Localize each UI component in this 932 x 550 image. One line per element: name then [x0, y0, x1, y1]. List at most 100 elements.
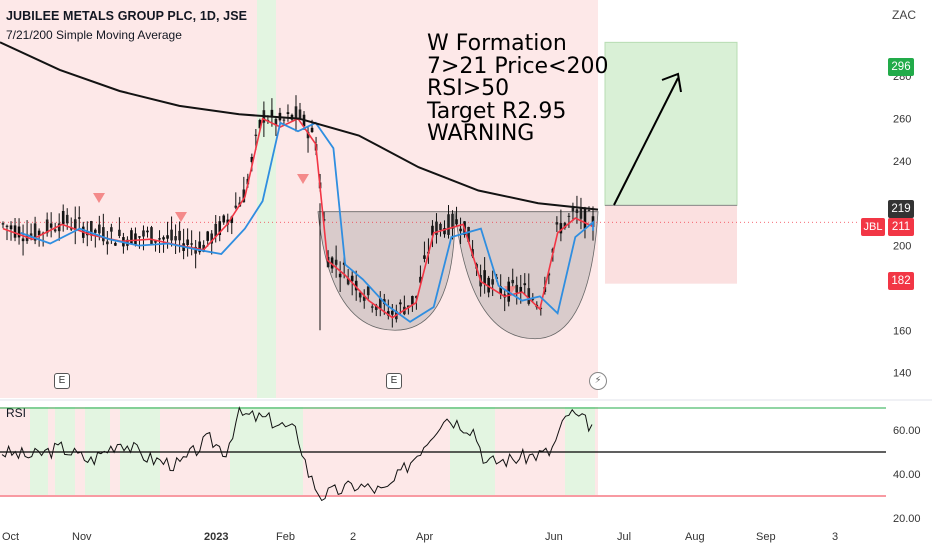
candle — [310, 127, 314, 133]
ma200-price-badge: 219 — [888, 200, 914, 218]
pattern-shapes — [0, 41, 860, 340]
candle — [49, 223, 53, 228]
symbol-tag: JBL — [861, 218, 885, 236]
time-tick-label: Nov — [72, 531, 92, 543]
indicator-legend[interactable]: 7/21/200 Simple Moving Average — [6, 28, 182, 42]
sell-signal-icon — [93, 193, 105, 203]
flash-icon[interactable]: ⚡ — [589, 372, 607, 390]
currency-label: ZAC — [892, 8, 916, 22]
candle — [579, 208, 583, 219]
candle — [222, 215, 226, 223]
bg-band — [230, 407, 303, 495]
bg-band — [30, 407, 48, 495]
candle — [53, 229, 57, 232]
chart-background — [0, 0, 598, 495]
candle — [73, 219, 77, 230]
candle — [154, 240, 157, 243]
candle — [17, 226, 21, 238]
candle — [487, 277, 490, 293]
candle — [443, 228, 446, 235]
candle — [33, 223, 37, 241]
candle — [250, 157, 254, 163]
candle — [166, 235, 169, 239]
earnings-event-icon[interactable]: E — [54, 373, 70, 389]
candle — [13, 225, 17, 238]
candle — [69, 228, 73, 230]
candle — [491, 279, 494, 285]
candle — [559, 223, 563, 234]
candle — [206, 231, 209, 241]
candle — [362, 296, 366, 301]
candle — [230, 216, 234, 224]
annotation-line: W Formation — [427, 31, 567, 56]
price-tick-label: 160 — [893, 325, 911, 337]
candle — [5, 225, 9, 228]
candle — [338, 273, 342, 278]
annotation-line: RSI>50 — [427, 76, 510, 101]
candle — [411, 296, 414, 305]
moving-averages — [0, 41, 599, 323]
candle — [45, 219, 49, 234]
candle — [186, 239, 189, 246]
candle — [523, 283, 527, 286]
earnings-event-icon[interactable]: E — [386, 373, 402, 389]
candle — [354, 280, 358, 291]
candle — [114, 242, 117, 246]
time-tick-label: Sep — [756, 531, 776, 543]
time-tick-label: Aug — [685, 531, 705, 543]
candle — [118, 229, 121, 236]
candle — [61, 210, 65, 225]
candle — [326, 256, 330, 268]
candle — [21, 238, 25, 242]
sma200-line — [0, 41, 599, 211]
candle — [174, 236, 177, 241]
target-arrow-head — [661, 72, 682, 93]
candle — [423, 255, 426, 259]
candle — [218, 221, 222, 236]
candle — [274, 118, 278, 126]
candle — [431, 225, 434, 236]
candle — [531, 298, 535, 300]
cup-shape — [317, 211, 456, 331]
candle — [134, 233, 137, 245]
candle — [330, 257, 334, 269]
candle — [391, 310, 394, 315]
candle — [102, 227, 105, 242]
candle — [378, 297, 382, 309]
candle — [214, 223, 218, 237]
target-price-badge: 296 — [888, 58, 914, 76]
candle — [298, 109, 302, 119]
chart-title: JUBILEE METALS GROUP PLC, 1D, JSE — [6, 9, 248, 23]
candle — [57, 223, 61, 232]
time-tick-label: Jun — [545, 531, 563, 543]
sell-signal-icon — [175, 212, 187, 223]
price-tick-label: 240 — [893, 156, 911, 168]
annotation-line: 7>21 Price<200 — [427, 53, 609, 79]
candle — [142, 230, 145, 237]
candle — [567, 215, 571, 217]
candle — [334, 259, 338, 265]
candle — [555, 222, 559, 225]
sma21-line — [20, 121, 594, 323]
candle — [210, 233, 214, 244]
candle — [519, 286, 523, 293]
annotation-text[interactable]: W Formation 7>21 Price<200 RSI>50 Target… — [427, 31, 609, 146]
candle — [162, 237, 165, 240]
rsi-label: RSI — [6, 406, 27, 420]
candle — [190, 243, 193, 245]
time-tick-label: 2023 — [204, 531, 228, 543]
candle — [138, 236, 141, 238]
candle — [415, 295, 418, 299]
bg-band — [55, 407, 75, 495]
candle — [198, 241, 201, 253]
candle — [342, 262, 346, 265]
candle — [455, 219, 458, 225]
candle — [1, 223, 5, 225]
candle — [98, 224, 101, 234]
candle — [106, 241, 109, 245]
candle — [451, 213, 454, 229]
candle — [515, 284, 519, 293]
candle — [178, 230, 181, 241]
